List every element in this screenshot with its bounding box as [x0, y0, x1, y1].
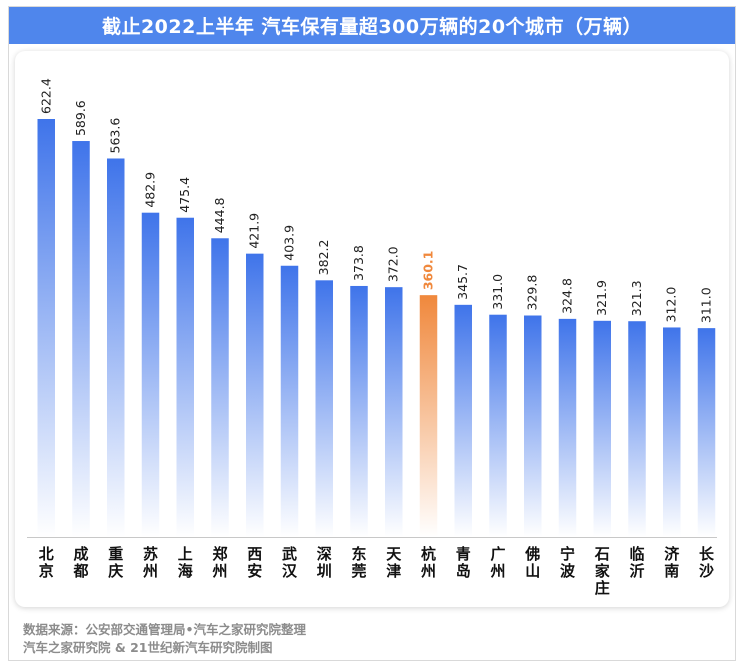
bar-北京 — [37, 119, 55, 537]
value-label-佛山: 329.8 — [525, 275, 540, 311]
value-label-北京: 622.4 — [38, 78, 53, 114]
source-footer: 数据来源：公安部交通管理局•汽车之家研究院整理 汽车之家研究院 & 21世纪新汽… — [23, 621, 306, 657]
title-bar: 截止2022上半年 汽车保有量超300万辆的20个城市（万辆） — [9, 7, 735, 44]
category-label-杭州: 杭州 — [420, 545, 436, 580]
value-label-杭州: 360.1 — [421, 251, 436, 291]
bar-郑州 — [211, 238, 229, 537]
category-label-重庆: 重庆 — [108, 545, 123, 580]
category-label-西安: 西安 — [247, 545, 262, 580]
category-label-宁波: 宁波 — [560, 545, 576, 580]
category-label-石家庄: 石家庄 — [594, 545, 610, 597]
bar-武汉 — [280, 265, 299, 537]
bar-chart: 622.4 北京 589.6 成都 563.6 重庆 482.9 苏州 475.4 上海 444.8… — [27, 78, 717, 597]
value-label-石家庄: 321.9 — [594, 280, 609, 316]
value-label-武汉: 403.9 — [282, 225, 297, 261]
category-label-成都: 成都 — [72, 545, 88, 580]
category-label-上海: 上海 — [178, 545, 193, 580]
category-label-济南: 济南 — [664, 545, 680, 580]
category-label-临沂: 临沂 — [629, 545, 644, 580]
bar-杭州 — [419, 295, 438, 537]
bar-东莞 — [350, 285, 368, 537]
bar-西安 — [246, 253, 264, 538]
chart-frame: 截止2022上半年 汽车保有量超300万辆的20个城市（万辆） 622.4 北京 5… — [8, 6, 736, 661]
bar-佛山 — [524, 315, 542, 537]
category-label-深圳: 深圳 — [317, 545, 332, 580]
category-label-青岛: 青岛 — [456, 545, 471, 580]
category-label-长沙: 长沙 — [699, 545, 715, 580]
bar-上海 — [176, 217, 194, 537]
bar-广州 — [489, 314, 507, 537]
bar-济南 — [663, 327, 681, 537]
bar-成都 — [72, 141, 90, 538]
bar-石家庄 — [593, 320, 611, 537]
value-label-宁波: 324.8 — [560, 278, 575, 314]
bar-苏州 — [141, 212, 160, 538]
value-label-广州: 331.0 — [490, 274, 505, 310]
credit-line: 汽车之家研究院 & 21世纪新汽车研究院制图 — [23, 640, 273, 655]
value-label-郑州: 444.8 — [212, 197, 227, 233]
category-label-郑州: 郑州 — [211, 545, 227, 580]
chart-title: 截止2022上半年 汽车保有量超300万辆的20个城市（万辆） — [101, 16, 643, 38]
value-label-济南: 312.0 — [664, 287, 679, 323]
bar-深圳 — [315, 280, 333, 537]
category-label-北京: 北京 — [39, 545, 54, 580]
value-label-东莞: 373.8 — [351, 245, 366, 281]
category-label-佛山: 佛山 — [524, 545, 540, 580]
bar-长沙 — [697, 328, 716, 537]
value-label-西安: 421.9 — [247, 213, 262, 249]
value-label-长沙: 311.0 — [699, 287, 714, 323]
bar-宁波 — [558, 318, 577, 537]
category-label-东莞: 东莞 — [351, 545, 366, 580]
value-label-重庆: 563.6 — [108, 118, 123, 154]
category-label-广州: 广州 — [489, 545, 505, 580]
value-label-成都: 589.6 — [73, 100, 88, 136]
value-label-临沂: 321.3 — [629, 280, 644, 316]
chart-panel: 622.4 北京 589.6 成都 563.6 重庆 482.9 苏州 475.4 上海 444.8… — [15, 51, 729, 607]
value-label-青岛: 345.7 — [455, 264, 470, 300]
value-label-上海: 475.4 — [177, 177, 192, 213]
bar-重庆 — [107, 158, 125, 537]
value-label-深圳: 382.2 — [316, 240, 331, 276]
category-label-苏州: 苏州 — [142, 545, 158, 580]
bar-临沂 — [628, 321, 646, 537]
source-line: 数据来源：公安部交通管理局•汽车之家研究院整理 — [23, 622, 306, 637]
value-label-天津: 372.0 — [386, 246, 401, 282]
value-label-苏州: 482.9 — [143, 172, 158, 208]
category-label-武汉: 武汉 — [282, 545, 298, 580]
bar-青岛 — [454, 304, 472, 537]
bar-天津 — [385, 287, 403, 537]
category-label-天津: 天津 — [386, 545, 402, 580]
